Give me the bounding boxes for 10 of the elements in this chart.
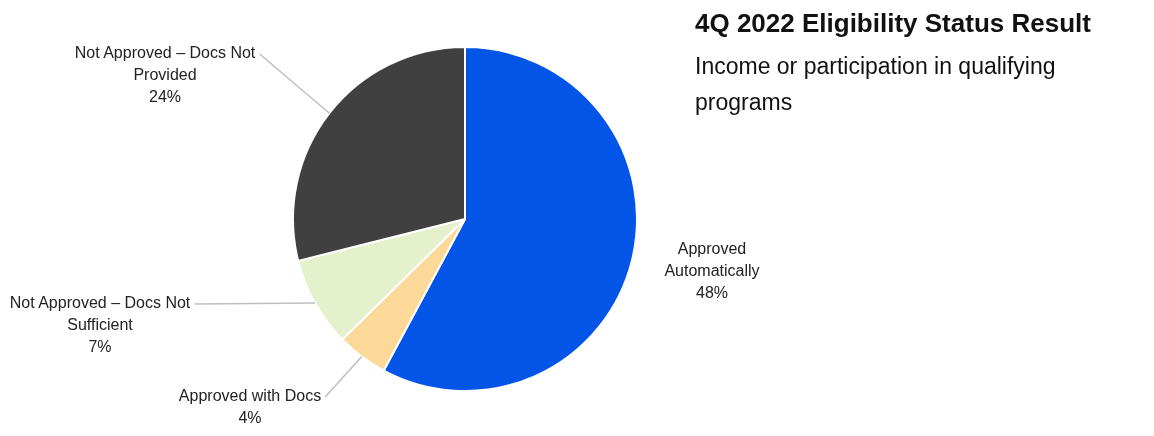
- data-label: 4%: [238, 409, 262, 427]
- data-label: 48%: [695, 284, 729, 302]
- slice-label: Approved with Docs: [178, 387, 322, 405]
- slice-label: Approved Automatically: [664, 240, 760, 280]
- text: 4Q 2022 Eligibility Status Result: [695, 8, 1091, 39]
- slice-label: Not Approved – Docs Not Provided: [74, 44, 256, 84]
- text: Income or participation in qualifying programs: [695, 52, 1057, 117]
- slice-label: Not Approved – Docs Not Sufficient: [9, 294, 191, 334]
- data-label: 24%: [148, 88, 182, 106]
- data-label: 7%: [88, 338, 112, 356]
